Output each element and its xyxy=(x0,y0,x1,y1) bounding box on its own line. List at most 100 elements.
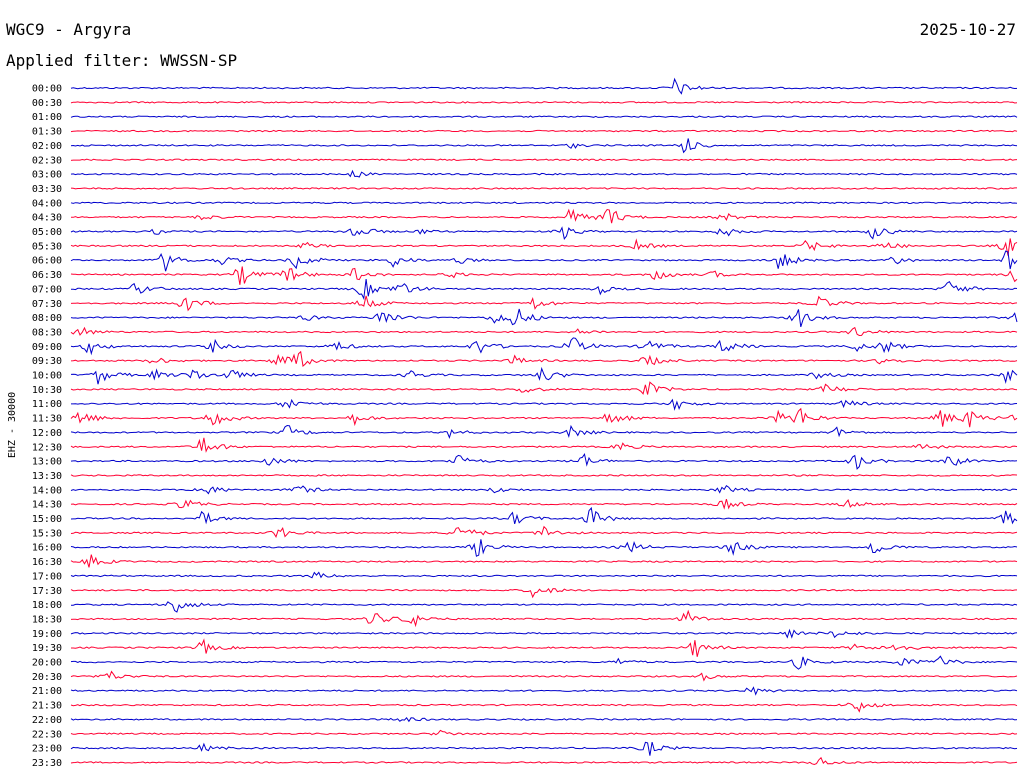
time-tick-label: 12:30 xyxy=(32,442,62,453)
seismic-trace xyxy=(70,337,1018,356)
time-tick-label: 02:00 xyxy=(32,141,62,152)
date-label: 2025-10-27 xyxy=(919,20,1016,39)
seismic-trace xyxy=(70,279,1018,301)
time-tick-label: 20:30 xyxy=(32,672,62,683)
time-tick-label: 18:00 xyxy=(32,600,62,611)
time-tick-label: 09:00 xyxy=(32,342,62,353)
time-tick-label: 06:30 xyxy=(32,270,62,281)
seismic-trace xyxy=(70,226,1018,240)
seismic-trace xyxy=(70,437,1018,453)
seismic-trace xyxy=(70,539,1018,557)
time-tick-label: 22:30 xyxy=(32,729,62,740)
time-tick-label: 07:00 xyxy=(32,284,62,295)
time-tick-label: 04:30 xyxy=(32,213,62,224)
seismic-trace xyxy=(70,474,1018,477)
seismic-trace xyxy=(70,587,1018,599)
seismic-trace xyxy=(70,238,1018,256)
seismic-trace xyxy=(70,741,1018,756)
time-tick-label: 10:00 xyxy=(32,371,62,382)
time-label-group: 00:00 00:30 01:00 01:30 02:00 02:30 03:00 03:30… xyxy=(32,84,62,769)
seismic-trace xyxy=(70,366,1018,385)
time-tick-label: 15:00 xyxy=(32,514,62,525)
time-tick-label: 03:30 xyxy=(32,184,62,195)
time-tick-label: 23:00 xyxy=(32,744,62,755)
time-tick-label: 05:30 xyxy=(32,241,62,252)
seismic-trace xyxy=(70,115,1018,118)
seismic-trace xyxy=(70,702,1018,713)
seismic-trace xyxy=(70,628,1018,639)
time-tick-label: 17:00 xyxy=(32,571,62,582)
seismic-trace xyxy=(70,686,1018,696)
trace-group xyxy=(70,77,1018,766)
seismic-trace xyxy=(70,571,1018,579)
time-tick-label: 10:30 xyxy=(32,385,62,396)
time-tick-label: 00:00 xyxy=(32,84,62,95)
seismic-trace xyxy=(70,554,1018,568)
seismic-trace xyxy=(70,350,1018,367)
seismic-trace xyxy=(70,756,1018,766)
time-tick-label: 19:00 xyxy=(32,629,62,640)
seismic-trace xyxy=(70,525,1018,538)
seismic-trace xyxy=(70,452,1018,470)
seismic-trace xyxy=(70,77,1018,95)
time-tick-label: 21:00 xyxy=(32,686,62,697)
seismic-trace xyxy=(70,407,1018,428)
time-tick-label: 23:30 xyxy=(32,758,62,769)
time-tick-label: 01:00 xyxy=(32,112,62,123)
time-tick-label: 08:30 xyxy=(32,327,62,338)
time-tick-label: 20:00 xyxy=(32,658,62,669)
seismic-trace xyxy=(71,398,1018,411)
station-title: WGC9 - Argyra xyxy=(6,20,132,39)
seismic-trace xyxy=(70,169,1018,178)
time-tick-label: 16:00 xyxy=(32,543,62,554)
time-tick-label: 09:30 xyxy=(32,356,62,367)
time-tick-label: 04:00 xyxy=(32,198,62,209)
seismic-trace xyxy=(70,506,1018,525)
time-tick-label: 03:00 xyxy=(32,170,62,181)
time-tick-label: 16:30 xyxy=(32,557,62,568)
time-tick-label: 08:00 xyxy=(32,313,62,324)
seismic-trace xyxy=(70,138,1018,154)
time-tick-label: 07:30 xyxy=(32,299,62,310)
time-tick-label: 11:30 xyxy=(32,414,62,425)
time-tick-label: 11:00 xyxy=(32,399,62,410)
seismic-trace xyxy=(70,424,1018,439)
time-tick-label: 18:30 xyxy=(32,614,62,625)
seismic-trace xyxy=(71,638,1018,657)
time-tick-label: 06:00 xyxy=(32,256,62,267)
seismic-trace xyxy=(70,601,1018,613)
filter-label: Applied filter: WWSSN-SP xyxy=(6,51,238,70)
time-tick-label: 14:00 xyxy=(32,485,62,496)
seismic-trace xyxy=(70,609,1017,628)
seismic-trace xyxy=(70,326,1018,337)
time-tick-label: 00:30 xyxy=(32,98,62,109)
time-tick-label: 12:00 xyxy=(32,428,62,439)
seismic-trace xyxy=(70,308,1018,328)
time-tick-label: 17:30 xyxy=(32,586,62,597)
time-tick-label: 01:30 xyxy=(32,127,62,138)
seismic-trace xyxy=(70,250,1018,272)
seismic-trace xyxy=(70,295,1018,312)
seismic-trace xyxy=(70,498,1018,510)
time-tick-label: 15:30 xyxy=(32,528,62,539)
time-tick-label: 02:30 xyxy=(32,155,62,166)
seismic-trace xyxy=(70,187,1017,190)
seismic-trace xyxy=(70,381,1018,395)
seismic-trace xyxy=(70,670,1018,682)
time-tick-label: 22:00 xyxy=(32,715,62,726)
seismic-trace xyxy=(70,158,1018,161)
seismic-trace xyxy=(70,717,1018,723)
seismic-trace xyxy=(70,101,1018,104)
time-tick-label: 13:00 xyxy=(32,457,62,468)
seismic-trace xyxy=(70,201,1018,205)
time-tick-label: 19:30 xyxy=(32,643,62,654)
seismic-trace xyxy=(70,484,1018,495)
seismic-trace xyxy=(70,655,1018,670)
seismic-trace xyxy=(70,129,1018,133)
time-tick-label: 21:30 xyxy=(32,701,62,712)
seismic-trace xyxy=(70,729,1018,736)
seismic-trace xyxy=(70,208,1018,224)
time-tick-label: 05:00 xyxy=(32,227,62,238)
channel-label: EHZ - 30000 xyxy=(7,392,18,458)
